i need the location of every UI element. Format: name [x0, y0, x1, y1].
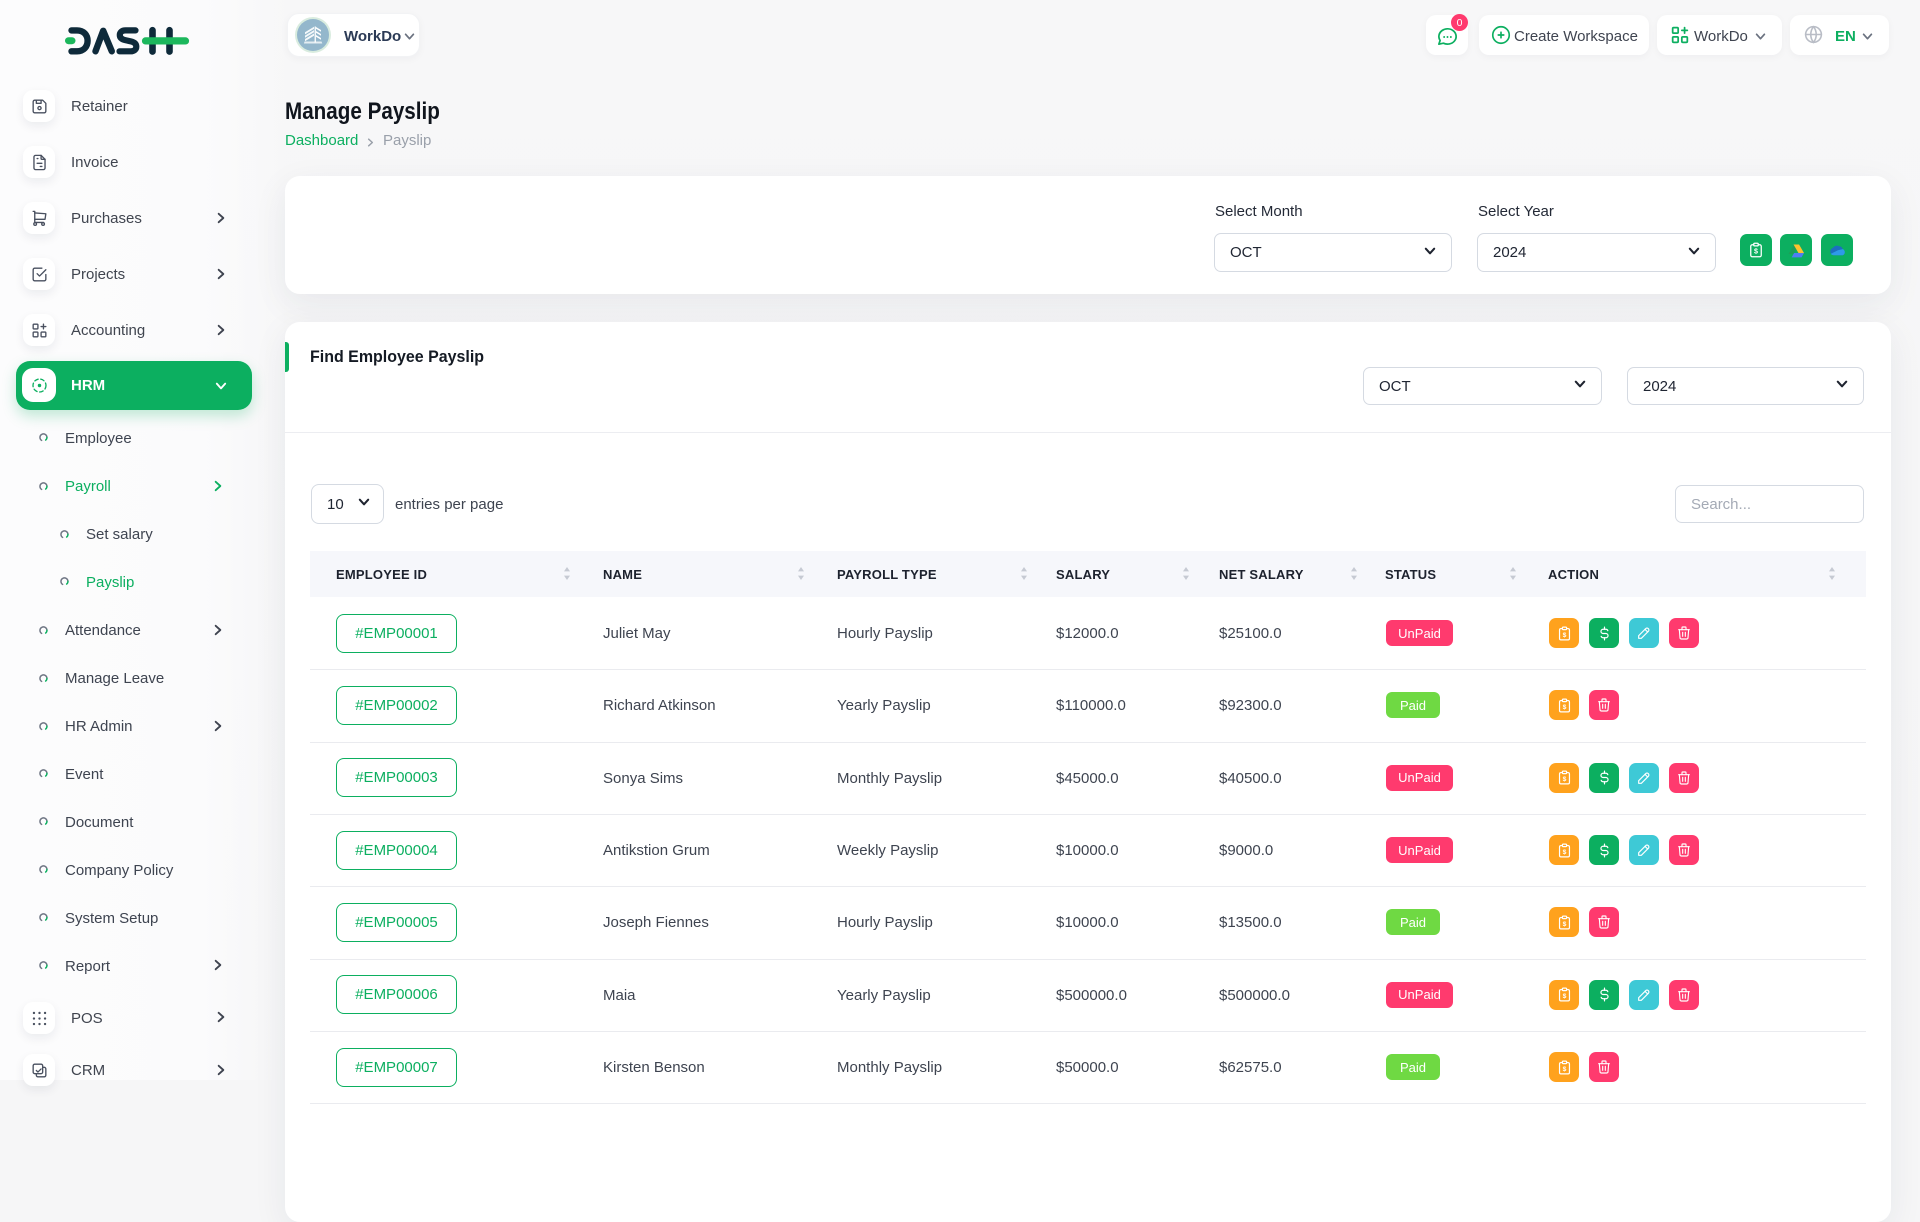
svg-text:$: $ [1562, 776, 1566, 783]
svg-text:$: $ [1562, 848, 1566, 855]
svg-text:$: $ [1562, 921, 1566, 928]
svg-text:$: $ [1754, 247, 1758, 255]
svg-text:$: $ [1562, 1065, 1566, 1072]
svg-text:$: $ [1562, 993, 1566, 1000]
svg-text:$: $ [1562, 704, 1566, 711]
svg-text:$: $ [1562, 631, 1566, 638]
